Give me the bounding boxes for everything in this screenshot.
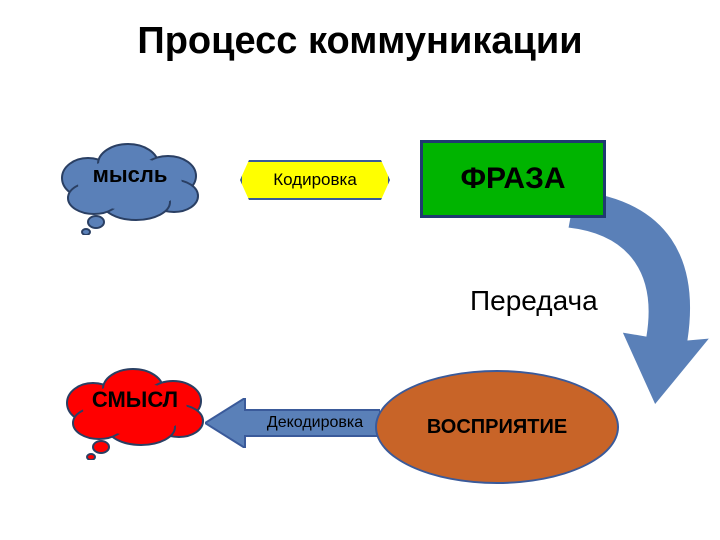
node-decode: Декодировка — [250, 414, 380, 432]
node-perception-label: ВОСПРИЯТИЕ — [427, 416, 567, 439]
node-phrase-label: ФРАЗА — [460, 162, 565, 196]
node-thought-label: мысль — [50, 140, 210, 210]
node-transfer: Передача — [470, 285, 598, 317]
node-perception: ВОСПРИЯТИЕ — [375, 370, 619, 484]
diagram-stage: Процесс коммуникации мысль — [0, 0, 720, 540]
node-thought: мысль — [50, 140, 210, 235]
node-sense: СМЫСЛ — [55, 365, 215, 460]
node-encode-label: Кодировка — [273, 170, 357, 190]
node-decode-label: Декодировка — [267, 414, 363, 431]
node-encode: Кодировка — [240, 160, 390, 200]
node-phrase: ФРАЗА — [420, 140, 606, 218]
node-transfer-label: Передача — [470, 285, 598, 316]
diagram-title: Процесс коммуникации — [0, 20, 720, 63]
node-sense-label: СМЫСЛ — [55, 365, 215, 435]
